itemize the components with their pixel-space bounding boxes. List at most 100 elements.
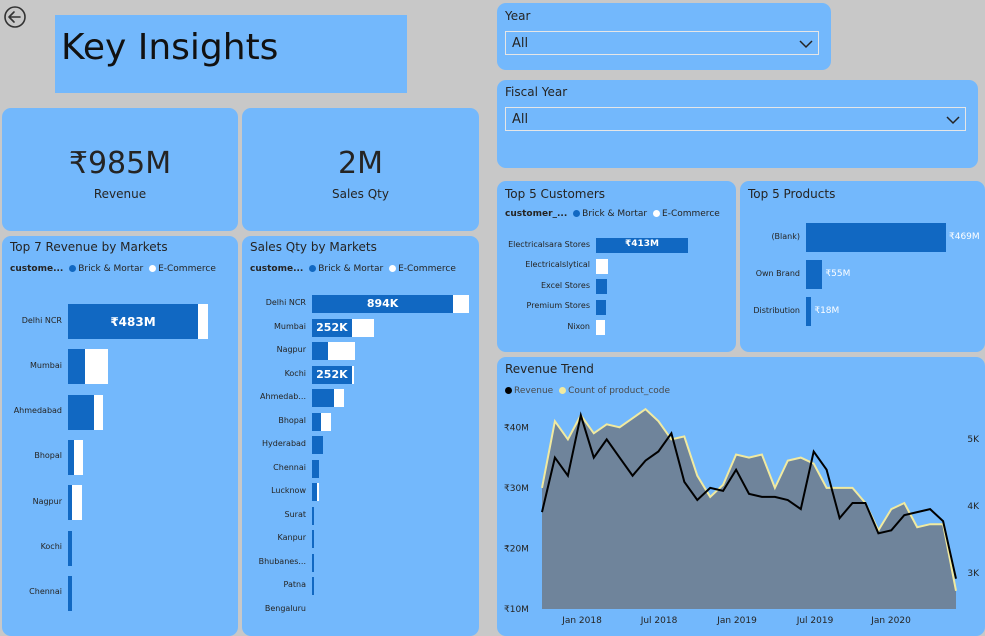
revenue-trend-chart[interactable]: Revenue Trend Revenue Count of product_c… bbox=[497, 357, 985, 636]
bar-brick-mortar[interactable] bbox=[312, 295, 454, 313]
bar-product[interactable] bbox=[806, 260, 823, 289]
bar-product[interactable] bbox=[806, 223, 946, 252]
legend-field: custome... bbox=[250, 264, 304, 274]
category-label: Bhopal bbox=[278, 415, 306, 425]
bar-brick-mortar[interactable] bbox=[596, 279, 608, 294]
bar-brick-mortar[interactable] bbox=[312, 506, 315, 525]
legend-item-brick: Brick & Mortar bbox=[318, 264, 384, 274]
bar-brick-mortar[interactable] bbox=[596, 238, 688, 253]
top5-customers-chart[interactable]: Top 5 Customers customer_... Brick & Mor… bbox=[497, 181, 736, 352]
bar-brick-mortar[interactable] bbox=[68, 349, 85, 385]
chart-title: Revenue Trend bbox=[505, 362, 594, 376]
legend-field: customer_... bbox=[505, 209, 568, 219]
bar-brick-mortar[interactable] bbox=[312, 553, 314, 572]
x-tick: Jul 2019 bbox=[796, 616, 834, 626]
category-label: Electricalslytical bbox=[525, 260, 590, 269]
bar-e-commerce[interactable] bbox=[85, 349, 108, 385]
legend-field: custome... bbox=[10, 264, 64, 274]
category-label: Excel Stores bbox=[540, 280, 590, 290]
sales-qty-by-markets-chart[interactable]: Sales Qty by Markets custome... Brick & … bbox=[242, 236, 479, 636]
revenue-trend-plot: ₹40M ₹30M ₹20M ₹10M 5K 4K 3K Jan 2018 Jul 2018 Ja… bbox=[504, 407, 980, 626]
revenue-line[interactable] bbox=[541, 411, 957, 579]
bar-brick-mortar[interactable] bbox=[312, 530, 314, 548]
bar-brick-mortar[interactable] bbox=[68, 485, 72, 521]
bar-e-commerce[interactable] bbox=[321, 412, 331, 431]
category-label: Kochi bbox=[40, 542, 62, 551]
category-label: Patna bbox=[283, 580, 306, 589]
y-tick-right: 4K bbox=[967, 502, 980, 512]
bar-e-commerce[interactable] bbox=[72, 485, 82, 521]
bar-e-commerce[interactable] bbox=[596, 258, 609, 274]
bar-brick-mortar[interactable] bbox=[312, 318, 352, 337]
bar-brick-mortar[interactable] bbox=[596, 299, 607, 315]
category-label: Kochi bbox=[284, 368, 306, 378]
bar-brick-mortar[interactable] bbox=[312, 342, 328, 360]
year-slicer[interactable]: Year All bbox=[497, 3, 831, 70]
category-label: Bhopal bbox=[34, 451, 62, 461]
legend-swatch-brick bbox=[309, 265, 317, 272]
bar-brick-mortar[interactable] bbox=[312, 483, 317, 501]
legend-swatch-brick bbox=[573, 210, 581, 217]
sales-qty-label: Sales Qty bbox=[331, 187, 389, 201]
legend-item-revenue: Revenue bbox=[514, 386, 554, 396]
year-dropdown[interactable]: All bbox=[505, 31, 819, 55]
bar-e-commerce[interactable] bbox=[94, 394, 103, 430]
y-tick-right: 5K bbox=[967, 435, 980, 445]
fiscal-year-dropdown-value: All bbox=[512, 112, 529, 127]
bar-e-commerce[interactable] bbox=[316, 483, 320, 501]
revenue-label: Revenue bbox=[93, 187, 147, 201]
revenue-by-markets-chart[interactable]: Top 7 Revenue by Markets custome... Bric… bbox=[2, 236, 238, 636]
chart-legend: Revenue Count of product_code bbox=[505, 386, 670, 396]
bar-e-commerce[interactable] bbox=[351, 365, 354, 384]
category-label: Mumbai bbox=[30, 360, 62, 370]
legend-swatch-brick bbox=[69, 265, 77, 272]
data-label: 252K bbox=[316, 320, 348, 334]
bar-brick-mortar[interactable] bbox=[68, 530, 72, 566]
bar-brick-mortar[interactable] bbox=[312, 389, 335, 407]
bar-brick-mortar[interactable] bbox=[68, 575, 72, 611]
chart-legend: customer_... Brick & Mortar E-Commerce bbox=[505, 209, 720, 219]
legend-swatch-ecom bbox=[653, 210, 661, 217]
legend-item-ecom: E-Commerce bbox=[158, 264, 216, 274]
category-label: Delhi NCR bbox=[265, 298, 306, 307]
category-label: Bhubanes... bbox=[258, 556, 306, 566]
y-tick-right: 3K bbox=[967, 569, 980, 579]
revenue-kpi-card[interactable]: ₹985M Revenue bbox=[2, 108, 238, 231]
chart-title: Top 5 Products bbox=[748, 187, 836, 201]
bar-e-commerce[interactable] bbox=[327, 342, 355, 360]
bar-product[interactable] bbox=[806, 297, 812, 326]
bar-brick-mortar[interactable] bbox=[312, 459, 320, 478]
category-label: Surat bbox=[284, 509, 306, 519]
y-tick-left: ₹30M bbox=[504, 484, 529, 494]
bar-brick-mortar[interactable] bbox=[68, 304, 198, 339]
bar-e-commerce[interactable] bbox=[334, 389, 344, 407]
legend-item-brick: Brick & Mortar bbox=[78, 264, 144, 274]
bar-brick-mortar[interactable] bbox=[312, 436, 324, 454]
bar-e-commerce[interactable] bbox=[596, 320, 605, 335]
chart-legend: custome... Brick & Mortar E-Commerce bbox=[10, 264, 216, 274]
bar-brick-mortar[interactable] bbox=[312, 412, 322, 431]
bar-brick-mortar[interactable] bbox=[312, 577, 314, 595]
data-label: ₹483M bbox=[110, 314, 156, 329]
x-tick: Jul 2018 bbox=[640, 616, 678, 626]
bar-brick-mortar[interactable] bbox=[68, 439, 74, 475]
back-arrow-icon[interactable] bbox=[3, 5, 27, 29]
y-tick-left: ₹40M bbox=[504, 423, 529, 433]
chart-title: Sales Qty by Markets bbox=[250, 240, 377, 254]
bar-brick-mortar[interactable] bbox=[68, 394, 94, 430]
count-line[interactable] bbox=[541, 407, 957, 591]
page-title: Key Insights bbox=[61, 27, 279, 68]
fiscal-year-dropdown[interactable]: All bbox=[505, 107, 966, 131]
bar-e-commerce[interactable] bbox=[74, 439, 83, 475]
bar-e-commerce[interactable] bbox=[198, 304, 208, 339]
year-slicer-label: Year bbox=[505, 9, 531, 23]
bar-e-commerce[interactable] bbox=[351, 318, 374, 337]
top5-products-chart[interactable]: Top 5 Products (Blank) ₹469M Own Brand ₹55M… bbox=[740, 181, 985, 352]
sales-qty-kpi-card[interactable]: 2M Sales Qty bbox=[242, 108, 479, 231]
x-tick: Jan 2019 bbox=[716, 616, 757, 626]
fiscal-year-slicer[interactable]: Fiscal Year All bbox=[497, 80, 978, 168]
bar-brick-mortar[interactable] bbox=[312, 365, 352, 384]
bar-e-commerce[interactable] bbox=[453, 295, 469, 313]
chart-title: Top 5 Customers bbox=[505, 187, 606, 201]
category-label: Distribution bbox=[753, 305, 800, 315]
